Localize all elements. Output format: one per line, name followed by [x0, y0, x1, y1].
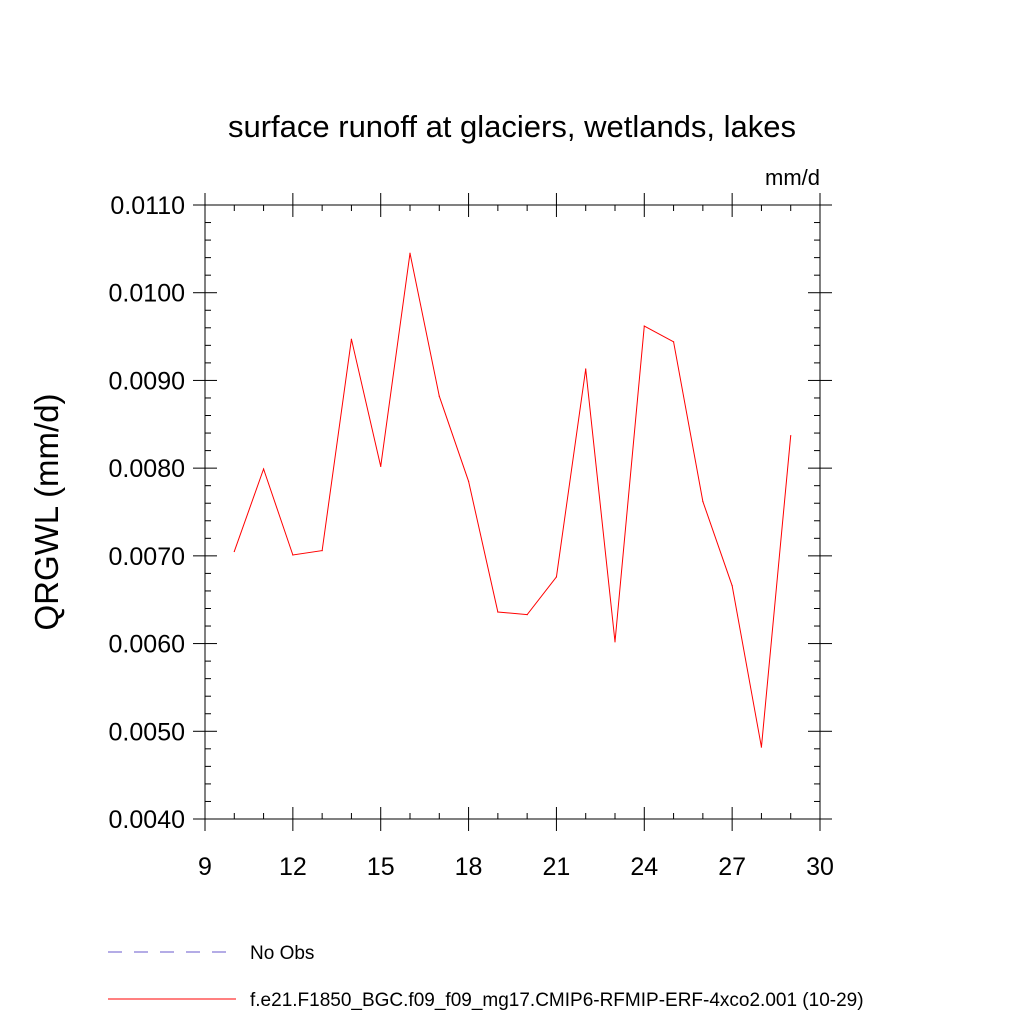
- data-point: [350, 338, 353, 340]
- y-tick-label: 0.0080: [109, 455, 185, 483]
- data-point: [643, 325, 645, 327]
- y-tick-label: 0.0050: [109, 718, 185, 746]
- data-point: [409, 252, 411, 254]
- data-point: [467, 480, 470, 482]
- x-tick-label: 12: [279, 853, 307, 881]
- data-point: [672, 341, 675, 343]
- data-point: [760, 746, 763, 748]
- data-point: [262, 468, 265, 470]
- data-point: [731, 585, 733, 587]
- axis-tick-labels: 9 12 15 18 21 24 27 30 0.0040 0.0050 0.0060 0.0070 0…: [109, 192, 834, 881]
- x-tick-label: 9: [198, 853, 212, 881]
- axis-ticks: [193, 193, 832, 831]
- y-axis-label: QRGWL (mm/d): [28, 393, 65, 630]
- x-tick-label: 21: [543, 853, 571, 881]
- data-point: [555, 576, 558, 578]
- series-line-0: [233, 253, 792, 748]
- data-point: [233, 550, 235, 553]
- y-tick-label: 0.0060: [109, 631, 185, 659]
- data-point: [497, 611, 499, 613]
- y-tick-label: 0.0070: [109, 543, 185, 571]
- y-tick-label: 0.0090: [109, 367, 185, 395]
- legend-label-1: f.e21.F1850_BGC.f09_f09_mg17.CMIP6-RFMIP…: [250, 990, 864, 1011]
- x-tick-label: 24: [630, 853, 658, 881]
- legend: No Obs f.e21.F1850_BGC.f09_f09_mg17.CMIP6…: [108, 943, 864, 1011]
- plot-frame: [204, 204, 821, 820]
- x-tick-label: 30: [806, 853, 834, 881]
- data-point: [321, 549, 323, 552]
- data-point: [438, 395, 440, 397]
- x-tick-label: 27: [718, 853, 746, 881]
- chart-title: surface runoff at glaciers, wetlands, la…: [228, 109, 796, 144]
- x-tick-label: 18: [455, 853, 483, 881]
- data-point: [380, 465, 382, 467]
- x-tick-label: 15: [367, 853, 395, 881]
- data-point: [585, 368, 587, 370]
- y-tick-label: 0.0040: [109, 806, 185, 834]
- data-point: [790, 435, 792, 437]
- series-layer: [233, 252, 792, 748]
- data-point: [526, 614, 528, 616]
- data-point: [702, 500, 704, 503]
- data-point: [614, 641, 616, 643]
- y-tick-label: 0.0110: [110, 192, 185, 220]
- data-point: [292, 554, 294, 556]
- y-tick-label: 0.0100: [109, 280, 185, 308]
- legend-label-0: No Obs: [250, 943, 314, 964]
- units-label: mm/d: [765, 165, 820, 190]
